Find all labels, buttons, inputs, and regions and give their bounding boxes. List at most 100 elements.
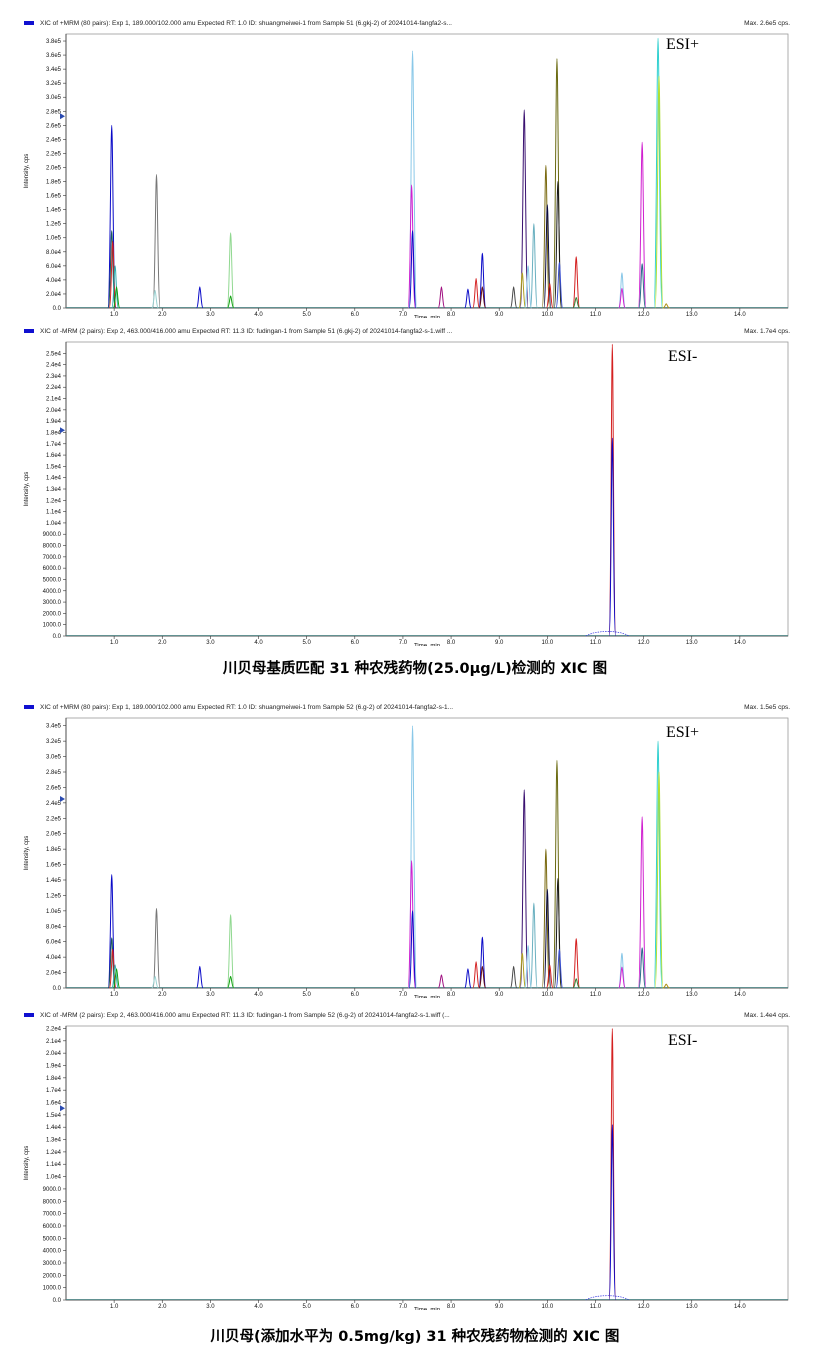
ionization-mode-label: ESI+ bbox=[666, 36, 700, 53]
y-axis-label: Intensity, cps bbox=[24, 1146, 30, 1181]
x-tick-label: 4.0 bbox=[254, 640, 263, 646]
chart-header-4: XIC of -MRM (2 pairs): Exp 2, 463.000/41… bbox=[18, 1012, 790, 1024]
chromatogram-peak bbox=[151, 289, 159, 309]
chromatogram-peak bbox=[464, 968, 472, 989]
legend-marker bbox=[24, 704, 34, 709]
axis-marker bbox=[60, 1105, 65, 1112]
y-tick-label: 2.6e5 bbox=[46, 123, 62, 129]
y-tick-label: 3000.0 bbox=[43, 1261, 62, 1267]
x-tick-label: 5.0 bbox=[302, 992, 311, 998]
x-tick-label: 11.0 bbox=[590, 640, 602, 646]
x-tick-label: 11.0 bbox=[590, 312, 602, 318]
x-tick-label: 10.0 bbox=[541, 312, 553, 318]
chart-panel-3: XIC of +MRM (80 pairs): Exp 1, 189.000/1… bbox=[18, 704, 790, 998]
y-tick-label: 1.4e4 bbox=[46, 1125, 62, 1131]
y-tick-label: 4.0e4 bbox=[46, 955, 62, 961]
y-tick-label: 2.0e4 bbox=[46, 971, 62, 977]
y-tick-label: 1.5e4 bbox=[46, 464, 62, 470]
y-tick-label: 2.0e5 bbox=[46, 165, 62, 171]
max-intensity-label: Max. 2.6e5 cps. bbox=[744, 20, 790, 27]
y-tick-label: 1.0e4 bbox=[46, 1175, 62, 1181]
y-tick-label: 0.0 bbox=[53, 306, 62, 312]
x-tick-label: 13.0 bbox=[686, 1304, 698, 1310]
x-tick-label: 9.0 bbox=[495, 640, 504, 646]
chromatogram-peak bbox=[653, 740, 663, 989]
y-tick-label: 1.3e4 bbox=[46, 487, 62, 493]
x-tick-label: 6.0 bbox=[351, 640, 360, 646]
y-tick-label: 1.2e5 bbox=[46, 893, 62, 899]
x-tick-label: 12.0 bbox=[638, 640, 650, 646]
y-tick-label: 1.8e4 bbox=[46, 1076, 62, 1082]
y-tick-label: 3.0e5 bbox=[46, 95, 62, 101]
y-tick-label: 2000.0 bbox=[43, 611, 62, 617]
y-tick-label: 2.4e5 bbox=[46, 137, 62, 143]
x-tick-label: 12.0 bbox=[638, 312, 650, 318]
x-tick-label: 1.0 bbox=[110, 992, 119, 998]
x-tick-label: 14.0 bbox=[734, 1304, 746, 1310]
x-tick-label: 9.0 bbox=[495, 1304, 504, 1310]
chromatogram-peak bbox=[618, 966, 626, 989]
chromatogram-peak bbox=[518, 952, 527, 989]
chromatogram-peak bbox=[111, 964, 119, 989]
x-tick-label: 13.0 bbox=[686, 992, 698, 998]
x-tick-label: 14.0 bbox=[734, 640, 746, 646]
y-tick-label: 1.0e5 bbox=[46, 236, 62, 242]
chart-header-2: XIC of -MRM (2 pairs): Exp 2, 463.000/41… bbox=[18, 328, 790, 340]
x-axis-label: Time, min bbox=[414, 1308, 440, 1311]
chromatogram-plot-1: 0.0 2.0e4 4.0e4 6.0e4 8.0e4 1.0e5 1.2e5 1.4e5 1.… bbox=[24, 33, 789, 318]
x-tick-label: 4.0 bbox=[254, 992, 263, 998]
x-tick-label: 13.0 bbox=[686, 312, 698, 318]
y-tick-label: 0.0 bbox=[53, 1298, 62, 1304]
chromatogram-peak bbox=[654, 771, 664, 989]
y-tick-label: 2.3e4 bbox=[46, 374, 62, 380]
y-tick-label: 2.2e5 bbox=[46, 816, 62, 822]
y-tick-label: 3.6e5 bbox=[46, 53, 62, 59]
chromatogram-peak bbox=[637, 816, 647, 989]
y-tick-label: 2.2e4 bbox=[46, 385, 62, 391]
y-tick-label: 9000.0 bbox=[43, 1187, 62, 1193]
chromatogram-peak bbox=[524, 945, 532, 989]
chart-header-text: XIC of -MRM (2 pairs): Exp 2, 463.000/41… bbox=[40, 328, 453, 335]
max-intensity-label: Max. 1.7e4 cps. bbox=[744, 328, 790, 335]
chromatogram-peak bbox=[151, 975, 159, 989]
chromatogram-peak bbox=[608, 437, 617, 637]
y-tick-label: 1.2e5 bbox=[46, 222, 62, 228]
y-tick-label: 6000.0 bbox=[43, 1224, 62, 1230]
y-tick-label: 2.0e4 bbox=[46, 292, 62, 298]
legend-marker bbox=[24, 1012, 34, 1017]
x-tick-label: 3.0 bbox=[206, 312, 215, 318]
y-tick-label: 2000.0 bbox=[43, 1273, 62, 1279]
y-tick-label: 1.4e5 bbox=[46, 208, 62, 214]
y-tick-label: 2.1e4 bbox=[46, 1039, 62, 1045]
y-tick-label: 9000.0 bbox=[43, 532, 62, 538]
ionization-mode-label: ESI+ bbox=[666, 724, 700, 741]
y-tick-label: 8.0e4 bbox=[46, 924, 62, 930]
chromatogram-peak bbox=[545, 282, 554, 309]
chromatogram-peak bbox=[407, 860, 416, 989]
x-tick-label: 2.0 bbox=[158, 1304, 167, 1310]
x-tick-label: 8.0 bbox=[447, 992, 456, 998]
chromatogram-peak bbox=[472, 961, 480, 989]
chromatogram-peak bbox=[478, 936, 487, 989]
x-tick-label: 2.0 bbox=[158, 640, 167, 646]
plot-frame bbox=[65, 341, 789, 637]
y-tick-label: 1.0e5 bbox=[46, 909, 62, 915]
y-tick-label: 1.6e4 bbox=[46, 453, 62, 459]
chart-header-text: XIC of -MRM (2 pairs): Exp 2, 463.000/41… bbox=[40, 1012, 450, 1019]
y-tick-label: 3.2e5 bbox=[46, 739, 62, 745]
ionization-mode-label: ESI- bbox=[668, 348, 698, 365]
x-tick-label: 3.0 bbox=[206, 640, 215, 646]
chromatogram-peak bbox=[437, 974, 446, 989]
y-tick-label: 6.0e4 bbox=[46, 264, 62, 270]
chromatogram-peak bbox=[519, 789, 529, 989]
chromatogram-peak bbox=[464, 288, 472, 309]
y-tick-label: 2.0e5 bbox=[46, 832, 62, 838]
y-tick-label: 1.6e5 bbox=[46, 194, 62, 200]
chromatogram-peak bbox=[572, 938, 581, 989]
legend-marker bbox=[24, 20, 34, 25]
chromatogram-peak bbox=[152, 174, 161, 309]
y-tick-label: 1.1e4 bbox=[46, 1162, 62, 1168]
y-tick-label: 1.2e4 bbox=[46, 1150, 62, 1156]
chart-header-text: XIC of +MRM (80 pairs): Exp 1, 189.000/1… bbox=[40, 20, 452, 27]
x-tick-label: 13.0 bbox=[686, 640, 698, 646]
